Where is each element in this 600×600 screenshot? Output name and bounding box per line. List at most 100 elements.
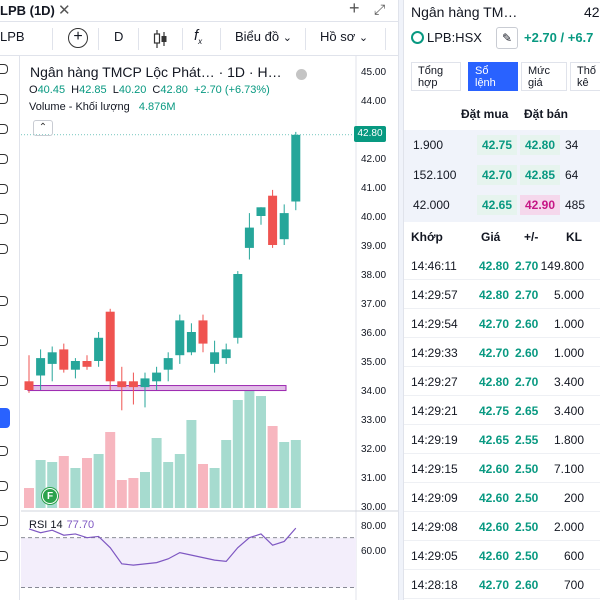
trade-price: 42.65 (479, 433, 510, 447)
symbol-search-button[interactable]: LPB (0, 29, 25, 44)
trade-row[interactable]: 14:29:08 42.60 2.50 2.000 (404, 512, 600, 541)
trade-row[interactable]: 14:29:19 42.65 2.55 1.800 (404, 425, 600, 454)
chevron-down-icon: ⌄ (358, 32, 369, 44)
ask-price[interactable]: 42.85 (520, 165, 560, 185)
ask-price[interactable]: 42.80 (520, 135, 560, 155)
trade-row[interactable]: 14:29:57 42.80 2.70 5.000 (404, 280, 600, 309)
volume-bar (256, 396, 266, 508)
trade-row[interactable]: 14:29:09 42.60 2.50 200 (404, 483, 600, 512)
candle-body (291, 134, 301, 202)
candle-body (279, 213, 289, 240)
lock-tool-icon[interactable] (0, 446, 8, 456)
trade-price: 42.60 (479, 549, 510, 563)
volume-bar (244, 390, 255, 508)
profile-dropdown[interactable]: Hồ sơ ⌄ (320, 29, 369, 44)
volume-bar (47, 462, 58, 508)
crosshair-tool-icon[interactable] (0, 64, 8, 74)
bid-price[interactable]: 42.65 (477, 195, 517, 215)
trade-change: 2.50 (515, 549, 539, 563)
tab-statistics[interactable]: Thố kê (570, 62, 600, 91)
volume-bar (186, 420, 197, 508)
trade-time: 14:29:27 (411, 375, 458, 389)
trade-row[interactable]: 14:29:05 42.60 2.50 600 (404, 541, 600, 570)
trade-price: 42.80 (479, 259, 510, 273)
edit-icon[interactable]: ✎ (496, 27, 518, 49)
bid-price[interactable]: 42.70 (477, 165, 517, 185)
chart-type-dropdown[interactable]: Biểu đồ ⌄ (235, 29, 292, 44)
orderbook-row[interactable]: 1.900 42.75 42.80 34 (404, 132, 600, 158)
price-axis-label: 41.00 (361, 183, 386, 194)
volume-bar (140, 472, 150, 508)
symbol-label[interactable]: LPB:HSX (427, 30, 482, 45)
zoom-tool-icon[interactable] (0, 376, 8, 386)
tab-price-levels[interactable]: Mức giá (521, 62, 567, 91)
trade-volume: 1.800 (553, 433, 584, 447)
icons-tool-icon[interactable] (0, 296, 8, 306)
chart-toolbar: LPB + D fx Biểu đồ ⌄ Hồ sơ ⌄ (0, 22, 398, 56)
volume-bar (209, 468, 220, 508)
exchange-logo-icon (411, 31, 424, 44)
ask-price[interactable]: 42.90 (520, 195, 560, 215)
tab-overview[interactable]: Tổng hợp (411, 62, 461, 91)
rsi-legend[interactable]: RSI 14 77.70 (29, 519, 95, 531)
compare-symbol-icon[interactable]: + (68, 28, 88, 48)
orderbook-row[interactable]: 42.000 42.65 42.90 485 (404, 192, 600, 218)
trade-time: 14:29:05 (411, 549, 458, 563)
volume-bar (128, 478, 139, 508)
price-axis-label: 38.00 (361, 270, 386, 281)
eye-icon[interactable] (296, 69, 307, 80)
toolbar-divider (138, 28, 139, 50)
orderbook-row[interactable]: 152.100 42.70 42.85 64 (404, 162, 600, 188)
bid-price[interactable]: 42.75 (477, 135, 517, 155)
trade-time: 14:29:09 (411, 491, 458, 505)
indicators-icon[interactable]: fx (194, 27, 203, 46)
trade-row[interactable]: 14:29:27 42.80 2.70 3.400 (404, 367, 600, 396)
toolbar-divider (305, 28, 306, 50)
add-tab-icon[interactable]: + (349, 0, 360, 18)
candle-body (117, 381, 127, 388)
text-tool-icon[interactable] (0, 244, 8, 254)
volume-bar (93, 454, 104, 508)
trade-row[interactable]: 14:29:21 42.75 2.65 3.400 (404, 396, 600, 425)
financials-event-badge[interactable]: F (42, 488, 58, 504)
prediction-tool-icon[interactable] (0, 184, 8, 194)
trade-row[interactable]: 14:29:33 42.70 2.60 1.000 (404, 338, 600, 367)
delete-drawings-icon[interactable] (0, 516, 8, 526)
candle-body (140, 378, 150, 388)
price-chart[interactable]: 45.0044.0043.0042.0041.0040.0039.0038.00… (21, 56, 398, 600)
candle-body (221, 349, 231, 359)
chart-legend-title[interactable]: Ngân hàng TMCP Lộc Phát… · 1D · H… (30, 64, 282, 80)
trade-row[interactable]: 14:28:18 42.70 2.60 700 (404, 570, 600, 599)
pattern-tool-icon[interactable] (0, 154, 8, 164)
ruler-tool-icon[interactable] (0, 336, 8, 346)
panel-resize-handle[interactable] (398, 0, 404, 600)
hide-drawings-icon[interactable] (0, 481, 8, 491)
collapse-legend-button[interactable]: ⌃ (33, 120, 53, 136)
expand-icon[interactable]: ⤢ (374, 1, 386, 17)
magnet-tool-icon[interactable] (0, 408, 10, 428)
trade-change: 2.50 (515, 520, 539, 534)
chart-canvas[interactable]: 45.0044.0043.0042.0041.0040.0039.0038.00… (21, 56, 398, 600)
close-tab-icon[interactable]: ✕ (58, 2, 71, 19)
trades-header-price: Giá (481, 230, 501, 244)
trade-price: 42.80 (479, 288, 510, 302)
trade-price: 42.80 (479, 375, 510, 389)
volume-legend: Volume - Khối lượng 4.876M (29, 101, 176, 113)
trade-row[interactable]: 14:29:15 42.60 2.50 7.100 (404, 454, 600, 483)
trendline-tool-icon[interactable] (0, 94, 8, 104)
fib-tool-icon[interactable] (0, 124, 8, 134)
interval-button[interactable]: D (114, 29, 124, 44)
geometric-shapes-tool-icon[interactable] (0, 214, 8, 224)
favorites-tool-icon[interactable] (0, 551, 8, 561)
chevron-down-icon: ⌄ (282, 32, 292, 44)
volume-bar (163, 462, 174, 508)
candle-body (198, 320, 208, 344)
chart-tab-title[interactable]: LPB (1D) (0, 3, 55, 18)
bid-volume: 42.000 (413, 198, 450, 212)
trade-row[interactable]: 14:46:11 42.80 2.70 149.800 (404, 251, 600, 280)
tab-orderbook[interactable]: Sổ lệnh (468, 62, 518, 91)
trade-row[interactable]: 14:29:54 42.70 2.60 1.000 (404, 309, 600, 338)
candlestick-type-icon[interactable] (153, 30, 167, 48)
price-axis-label: 44.00 (361, 96, 386, 107)
toolbar-divider (385, 28, 386, 50)
